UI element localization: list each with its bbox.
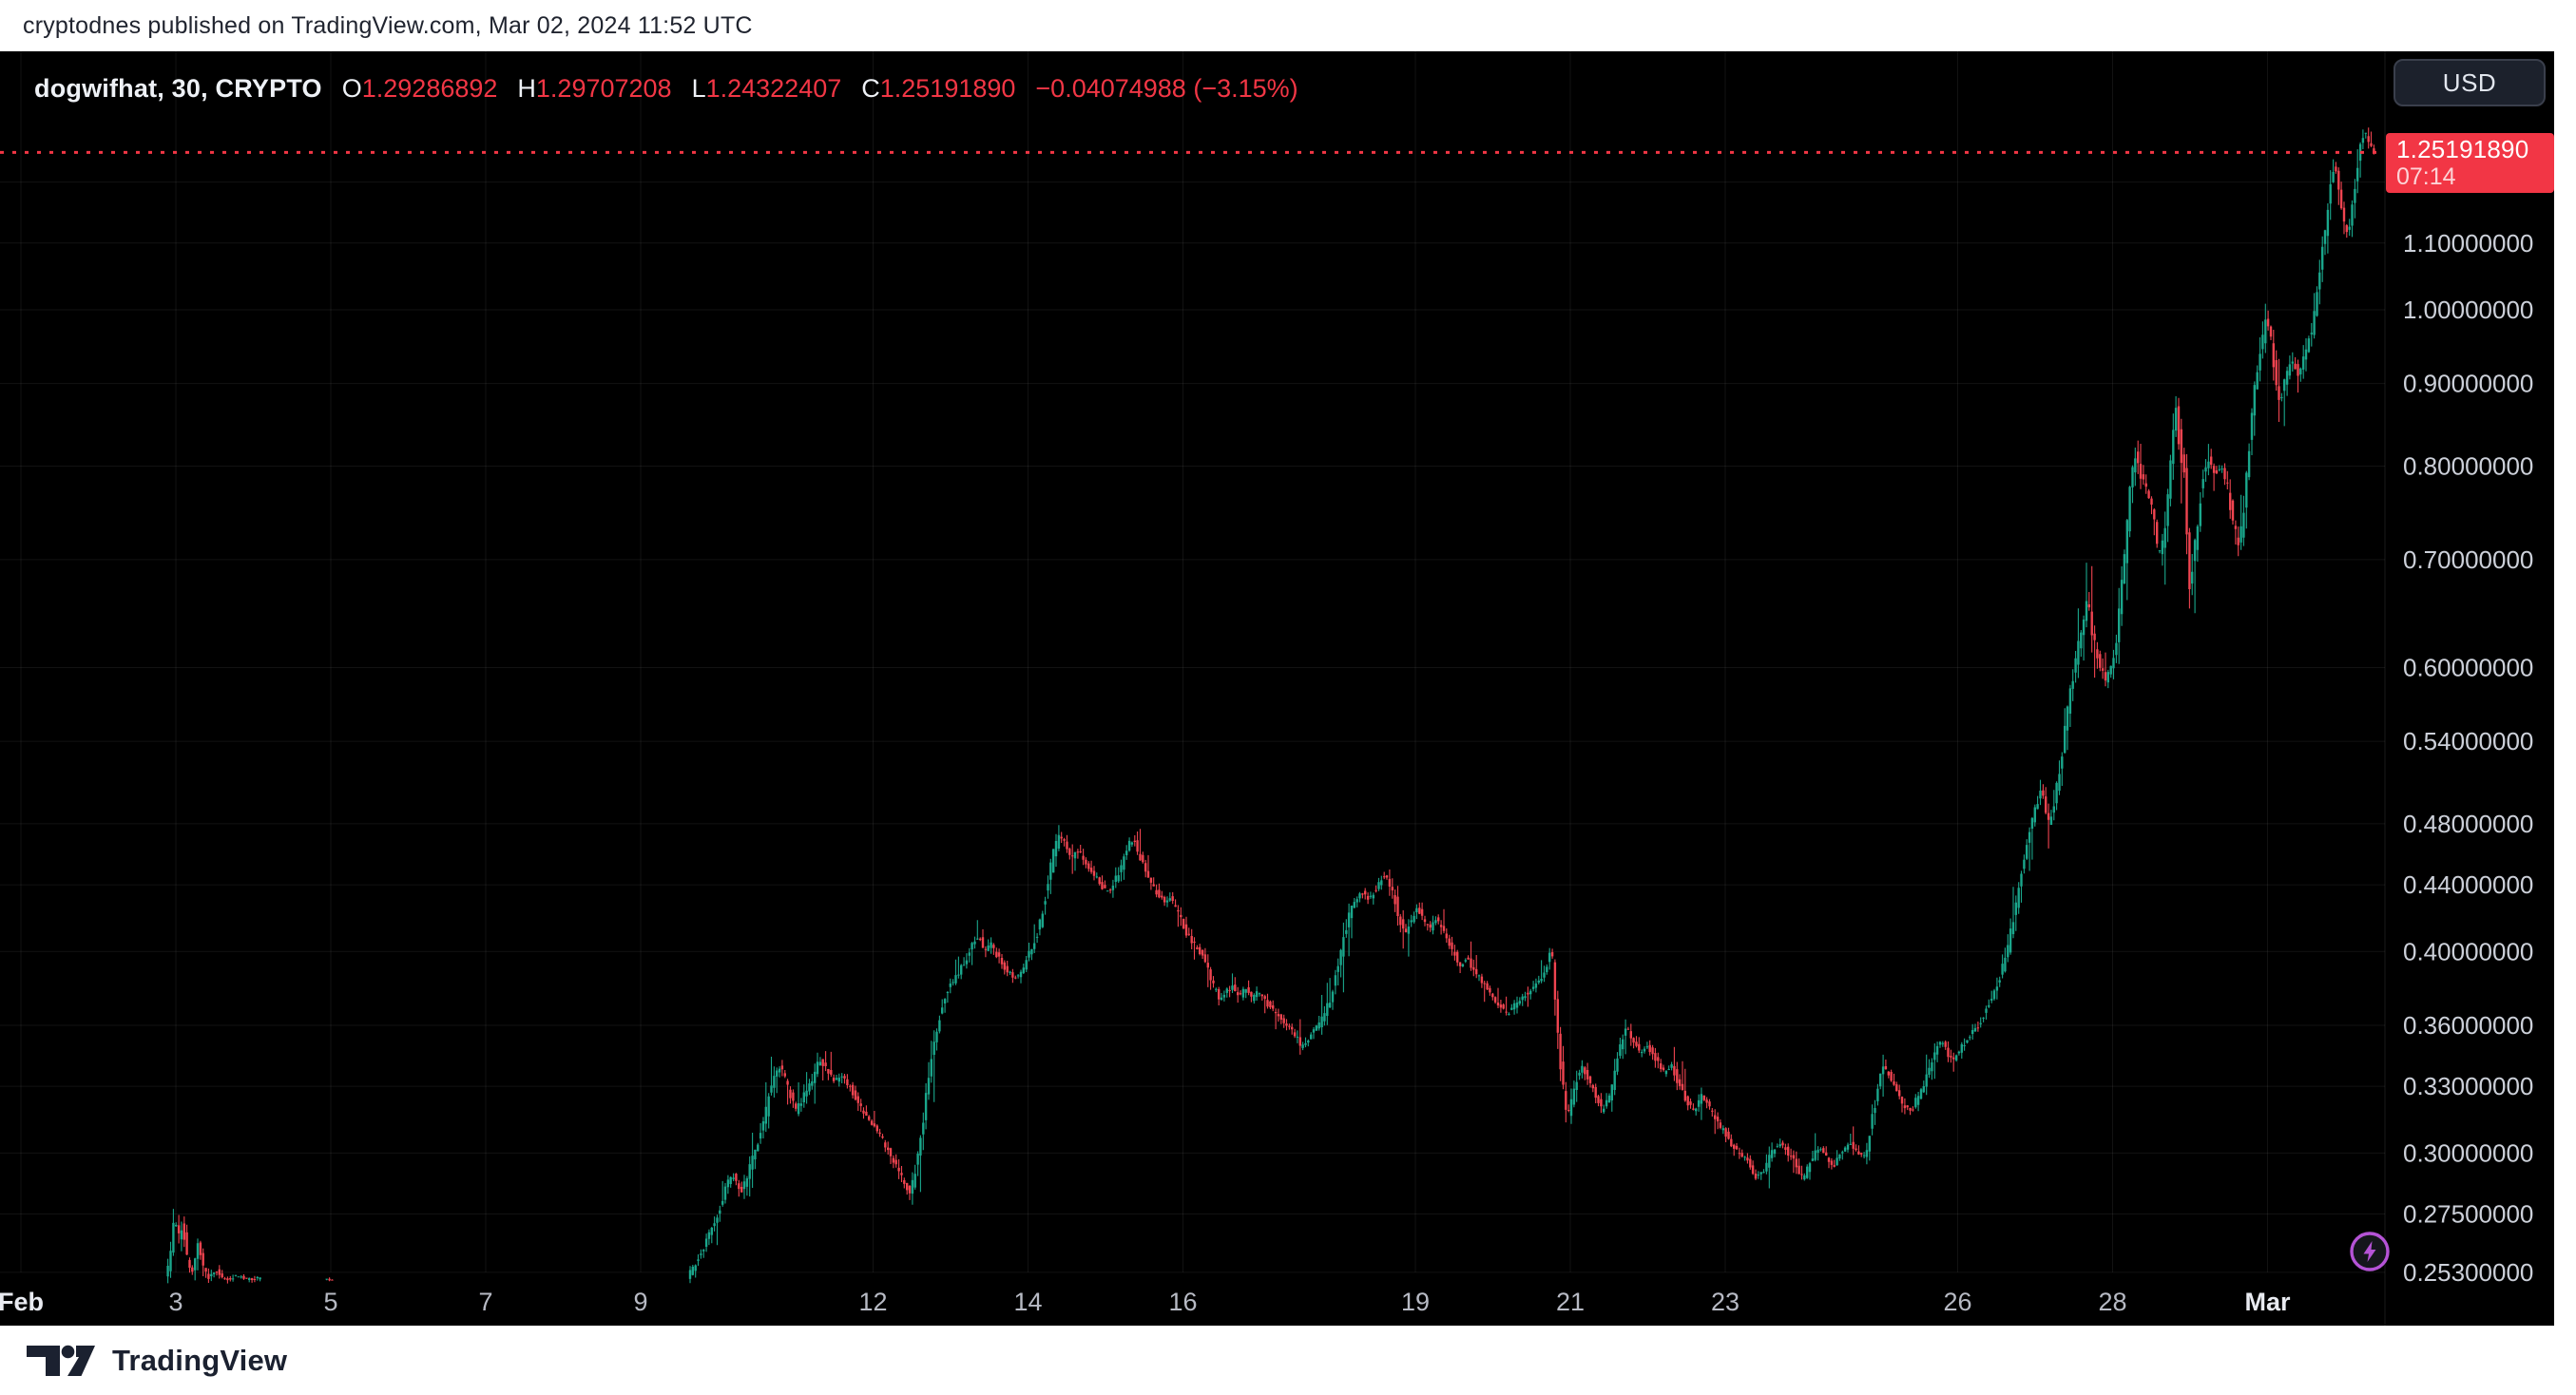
time-tick-label: 19 [1401,1288,1430,1316]
down-candle-wicks [178,127,2374,1284]
published-bar: cryptodnes published on TradingView.com,… [0,0,2576,51]
time-tick-label: 26 [1943,1288,1971,1316]
chart-widget: 1.10000000 1.00000000 0.90000000 0.80000000… [0,51,2554,1326]
time-tick-label: 9 [633,1288,647,1316]
ohlc-low: L1.24322407 [691,73,842,103]
time-tick-label: 7 [478,1288,492,1316]
published-line: cryptodnes published on TradingView.com,… [23,11,753,39]
time-tick-label: 12 [858,1288,887,1316]
time-tick-label: 21 [1556,1288,1585,1316]
time-tick-label: Feb [0,1288,44,1316]
candlestick-series [166,127,2375,1284]
up-candle-bodies [166,132,2367,1280]
time-tick-label: Mar [2244,1288,2291,1316]
price-tick-label: 0.54000000 [2403,727,2533,755]
time-tick-label: 28 [2098,1288,2126,1316]
tradingview-brand-text: TradingView [112,1343,288,1377]
chart-legend: dogwifhat, 30, CRYPTO O1.29286892 H1.297… [34,72,1298,105]
price-tick-label: 0.25300000 [2403,1258,2533,1287]
time-axis[interactable]: Feb 3 5 7 9 12 14 16 19 21 23 26 28 Mar [0,1288,2291,1316]
currency-usd-button[interactable]: USD [2393,59,2546,106]
price-chart-canvas[interactable]: 1.10000000 1.00000000 0.90000000 0.80000000… [0,51,2554,1326]
ohlc-high: H1.29707208 [517,73,672,103]
boost-button[interactable] [2348,1230,2392,1273]
change-readout: −0.04074988 (−3.15%) [1035,73,1298,103]
price-tick-label: 0.36000000 [2403,1011,2533,1040]
price-tick-label: 0.27500000 [2403,1199,2533,1228]
last-price-value: 1.25191890 [2396,135,2529,163]
gridlines [0,51,2385,1273]
price-tick-label: 0.44000000 [2403,870,2533,899]
instrument-title[interactable]: dogwifhat, 30, CRYPTO [34,73,322,103]
price-tick-label: 1.10000000 [2403,229,2533,258]
price-tick-label: 0.48000000 [2403,810,2533,838]
ohlc-close: C1.25191890 [861,73,1016,103]
bar-countdown: 07:14 [2396,163,2456,190]
tradingview-logo-link[interactable]: TradingView [25,1343,287,1378]
price-tick-label: 0.40000000 [2403,937,2533,965]
price-tick-label: 0.30000000 [2403,1138,2533,1167]
up-candle-wicks [167,129,2367,1284]
lightning-icon [2350,1232,2390,1271]
price-tick-label: 0.90000000 [2403,370,2533,398]
footer-bar: TradingView [0,1326,2576,1395]
time-tick-label: 16 [1168,1288,1197,1316]
time-tick-label: 5 [323,1288,337,1316]
time-tick-label: 23 [1711,1288,1740,1316]
price-tick-label: 0.33000000 [2403,1072,2533,1100]
down-candle-bodies [177,136,2375,1281]
time-tick-label: 3 [168,1288,183,1316]
time-tick-label: 14 [1013,1288,1042,1316]
price-axis[interactable]: 1.10000000 1.00000000 0.90000000 0.80000000… [2403,229,2533,1287]
price-tick-label: 1.00000000 [2403,296,2533,324]
last-price-tag: 1.25191890 07:14 [2386,133,2554,193]
price-tick-label: 0.70000000 [2403,545,2533,574]
ohlc-open: O1.29286892 [341,73,498,103]
price-tick-label: 0.80000000 [2403,451,2533,480]
price-tick-label: 0.60000000 [2403,653,2533,681]
tradingview-logo-icon [27,1345,95,1376]
